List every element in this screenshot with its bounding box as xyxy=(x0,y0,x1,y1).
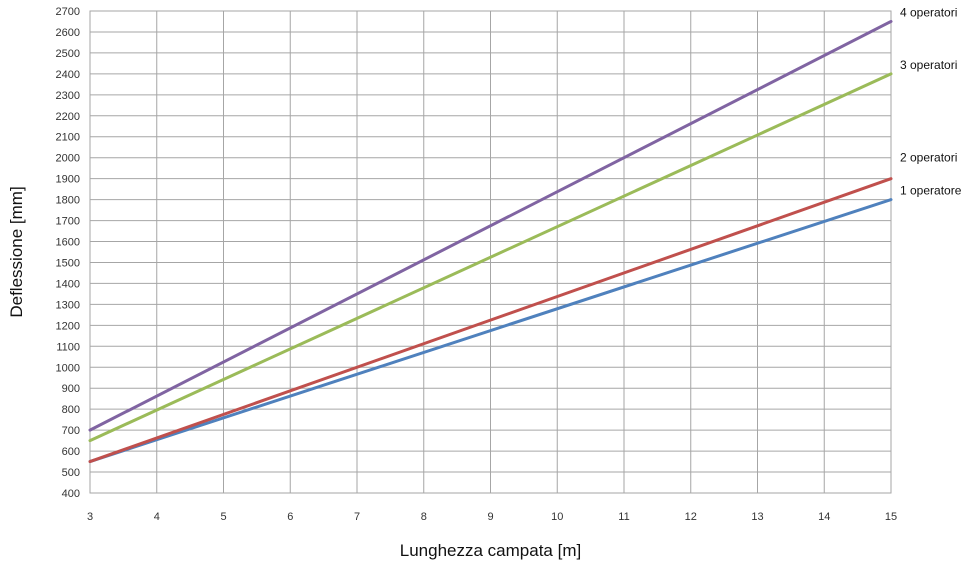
y-tick-label: 2700 xyxy=(56,6,80,18)
series-label: 1 operatore xyxy=(900,184,962,198)
y-tick-label: 1000 xyxy=(56,362,80,374)
y-tick-label: 600 xyxy=(62,446,80,458)
series-label: 2 operatori xyxy=(900,151,957,165)
x-tick-label: 3 xyxy=(87,511,93,523)
x-tick-label: 11 xyxy=(618,511,629,523)
series-line-2-operatori xyxy=(88,177,893,464)
x-tick-label: 9 xyxy=(487,511,493,523)
series-lines xyxy=(88,19,893,464)
x-tick-label: 5 xyxy=(220,511,226,523)
y-tick-label: 800 xyxy=(62,404,80,416)
y-tick-label: 2200 xyxy=(56,111,80,123)
x-tick-label: 14 xyxy=(818,511,830,523)
series-label: 3 operatori xyxy=(900,58,957,72)
y-tick-label: 1200 xyxy=(56,320,80,332)
y-tick-label: 1900 xyxy=(56,174,80,186)
x-tick-label: 15 xyxy=(885,511,897,523)
x-tick-label: 6 xyxy=(287,511,293,523)
y-tick-label: 900 xyxy=(62,383,80,395)
x-axis-title: Lunghezza campata [m] xyxy=(400,541,581,560)
y-tick-label: 1800 xyxy=(56,195,80,207)
x-tick-label: 10 xyxy=(551,511,563,523)
y-tick-label: 1400 xyxy=(56,278,80,290)
y-tick-label: 400 xyxy=(62,488,80,500)
y-tick-label: 700 xyxy=(62,425,80,437)
series-line-3-operatori xyxy=(88,72,893,443)
y-tick-label: 2000 xyxy=(56,153,80,165)
tick-labels: 400 500 600 700 800 900 1000 1100 1200 1300 1400 15… xyxy=(56,5,962,523)
x-tick-label: 12 xyxy=(685,511,697,523)
y-tick-label: 2500 xyxy=(56,48,80,60)
series-label: 4 operatori xyxy=(900,5,957,19)
y-axis-title: Deflessione [mm] xyxy=(7,186,26,317)
y-tick-label: 2400 xyxy=(56,69,80,81)
y-tick-label: 2600 xyxy=(56,27,80,39)
series-line-1-operatore xyxy=(88,198,893,464)
x-tick-label: 13 xyxy=(751,511,763,523)
y-tick-label: 2100 xyxy=(56,132,80,144)
y-tick-label: 1500 xyxy=(56,257,80,269)
x-tick-label: 7 xyxy=(354,511,360,523)
y-tick-label: 1300 xyxy=(56,299,80,311)
y-tick-label: 1600 xyxy=(56,237,80,249)
y-tick-label: 2300 xyxy=(56,90,80,102)
y-tick-label: 1700 xyxy=(56,216,80,228)
x-tick-label: 4 xyxy=(154,511,160,523)
x-tick-label: 8 xyxy=(421,511,427,523)
series-line-4-operatori xyxy=(88,19,893,432)
grid xyxy=(89,10,892,494)
y-tick-label: 1100 xyxy=(56,341,80,353)
y-tick-label: 500 xyxy=(62,467,80,479)
